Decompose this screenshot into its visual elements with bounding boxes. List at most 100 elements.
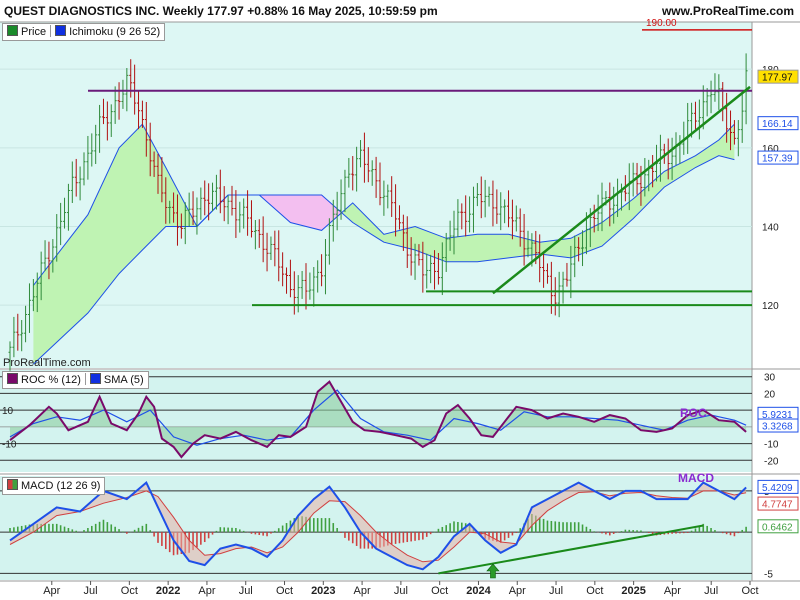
- price-bar: [269, 236, 273, 261]
- x-tick-label: Apr: [354, 585, 371, 597]
- price-bar: [74, 158, 78, 197]
- price-bar: [226, 195, 230, 225]
- price-bar: [24, 305, 28, 343]
- price-bar: [191, 191, 195, 226]
- price-bar: [230, 185, 234, 216]
- price-bar: [249, 200, 253, 238]
- price-bar: [168, 200, 172, 224]
- macd-legend[interactable]: MACD (12 26 9): [2, 477, 106, 495]
- chart-title: QUEST DIAGNOSTICS INC. Weekly 177.97 +0.…: [4, 4, 438, 18]
- signal-value-tag-box: [757, 496, 799, 511]
- x-tick-label: 2024: [466, 585, 491, 597]
- price-bar: [491, 180, 495, 227]
- site-link[interactable]: www.ProRealTime.com: [661, 4, 794, 18]
- price-bar: [90, 133, 94, 167]
- macd-line: [9, 480, 747, 571]
- price-bar: [288, 259, 292, 298]
- price-bar: [409, 237, 413, 276]
- roc-tick-label: -20: [764, 456, 779, 467]
- price-bar: [292, 271, 296, 315]
- price-bar: [172, 192, 176, 223]
- price-bar: [296, 275, 300, 313]
- macd-legend-label: MACD (12 26 9): [21, 480, 101, 492]
- price-bar: [639, 165, 643, 206]
- price-bar: [596, 194, 600, 232]
- price-bar: [20, 320, 24, 352]
- price-bar: [347, 157, 351, 188]
- price-bar: [63, 197, 67, 229]
- price-trendline: [492, 85, 751, 295]
- price-bar: [436, 252, 440, 285]
- price-bar: [27, 283, 31, 333]
- price-bar: [175, 194, 179, 246]
- x-tick-label: Jul: [704, 585, 718, 597]
- price-bar: [125, 68, 129, 112]
- price-bar: [144, 101, 148, 157]
- price-bar: [335, 191, 339, 231]
- price-bar: [460, 203, 464, 230]
- price-bar: [440, 242, 444, 296]
- price-bar: [429, 254, 433, 284]
- price-tick-label: 120: [762, 301, 779, 312]
- roc-tick-label: 20: [764, 389, 776, 400]
- price-bar: [417, 244, 421, 266]
- x-tick-label: Jul: [549, 585, 563, 597]
- price-legend[interactable]: Price Ichimoku (9 26 52): [2, 23, 166, 41]
- x-tick-label: 2025: [621, 585, 645, 597]
- cloud-bull-area: [343, 124, 735, 262]
- sma-swatch-icon: [89, 373, 101, 384]
- price-bar: [316, 260, 320, 293]
- price-bar: [709, 80, 713, 114]
- price-bar: [218, 169, 222, 214]
- histogram-value-tag-box: [757, 519, 799, 534]
- ichimoku-legend-label: Ichimoku (9 26 52): [69, 26, 161, 38]
- price-bar: [471, 186, 475, 233]
- price-bar: [160, 157, 164, 203]
- price-bar: [394, 184, 398, 237]
- price-bar: [164, 177, 168, 224]
- cloud-bull-area: [33, 124, 262, 365]
- cloud-bear-area: [261, 195, 343, 231]
- macd-tick-label: -5: [764, 569, 773, 580]
- roc-line: [9, 380, 747, 459]
- sma-value-tag: 3.3268: [762, 422, 793, 433]
- price-bar: [729, 110, 733, 151]
- x-tick-label: Oct: [121, 585, 138, 597]
- x-tick-label: Apr: [509, 585, 526, 597]
- price-bar: [39, 251, 43, 301]
- x-tick-label: Jul: [84, 585, 98, 597]
- price-bar: [253, 219, 257, 250]
- price-bar: [456, 199, 460, 237]
- price-bar: [386, 184, 390, 209]
- price-bar: [483, 179, 487, 218]
- price-bar: [31, 279, 35, 312]
- price-bar: [538, 234, 542, 283]
- price-bar: [78, 166, 82, 201]
- price-bar: [359, 140, 363, 168]
- price-bar: [351, 156, 355, 191]
- price-bar: [693, 101, 697, 130]
- price-bar: [343, 169, 347, 213]
- roc-legend[interactable]: ROC % (12) SMA (5): [2, 371, 149, 389]
- price-bar: [261, 216, 265, 263]
- roc-swatch-icon: [7, 373, 18, 384]
- roc-tick-label: 30: [764, 373, 776, 384]
- price-bar: [43, 240, 47, 272]
- price-bar: [542, 251, 546, 288]
- price-bar: [499, 192, 503, 231]
- sma-value-tag-box: [757, 418, 799, 433]
- price-bar: [156, 153, 160, 194]
- price-bar: [82, 152, 86, 186]
- price-bar: [66, 183, 70, 231]
- price-bar: [121, 79, 125, 109]
- price-bar: [265, 232, 269, 272]
- price-bar: [690, 102, 694, 138]
- price-bar: [113, 86, 117, 124]
- price-bar: [16, 313, 20, 351]
- price-bar: [612, 186, 616, 224]
- price-bar: [355, 146, 359, 192]
- price-bar: [308, 272, 312, 300]
- senkou-a-tag: 166.14: [762, 119, 793, 130]
- macd-value-tag-box: [757, 479, 799, 494]
